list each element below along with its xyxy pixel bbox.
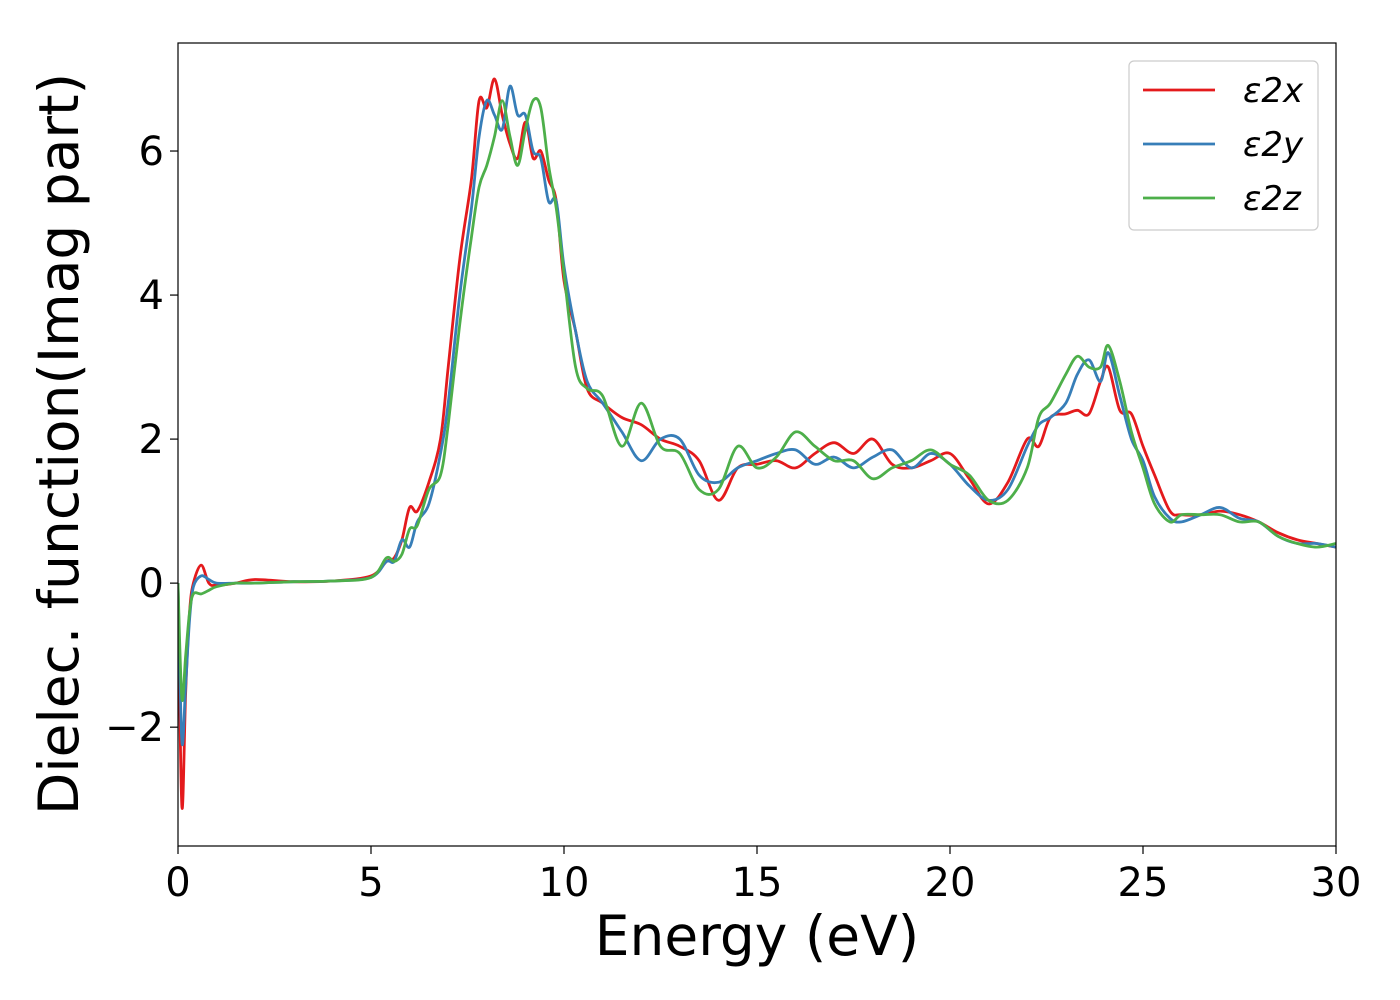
y-tick-label: 2 [139, 417, 164, 463]
legend-label-2: ε2y [1243, 125, 1304, 165]
x-tick-label: 5 [358, 860, 383, 906]
x-axis-label: Energy (eV) [595, 904, 919, 968]
series-line-3 [178, 97, 1336, 702]
legend-entries: ε2x ε2y ε2z [1143, 71, 1304, 219]
x-tick-label: 0 [165, 860, 190, 906]
x-tick-label: 30 [1311, 860, 1362, 906]
legend-box [1128, 60, 1319, 231]
x-axis-ticks: 0 5 10 15 20 25 30 [165, 846, 1361, 906]
y-tick-label: −2 [105, 705, 164, 751]
legend-label-3: ε2z [1243, 179, 1302, 219]
y-axis-ticks: −2 0 2 4 6 [105, 129, 178, 751]
legend-label-1: ε2x [1243, 71, 1304, 111]
series-layer [178, 77, 1336, 810]
y-tick-label: 6 [139, 129, 164, 175]
y-tick-label: 4 [139, 273, 164, 319]
x-tick-label: 25 [1118, 860, 1169, 906]
x-tick-label: 15 [732, 860, 783, 906]
x-tick-label: 20 [925, 860, 976, 906]
x-tick-label: 10 [539, 860, 590, 906]
series-line-2 [178, 84, 1336, 747]
y-tick-label: 0 [139, 561, 164, 607]
legend: ε2x ε2y ε2z [1128, 60, 1319, 231]
y-axis-label: Dielec. function(Imag part) [27, 73, 91, 815]
